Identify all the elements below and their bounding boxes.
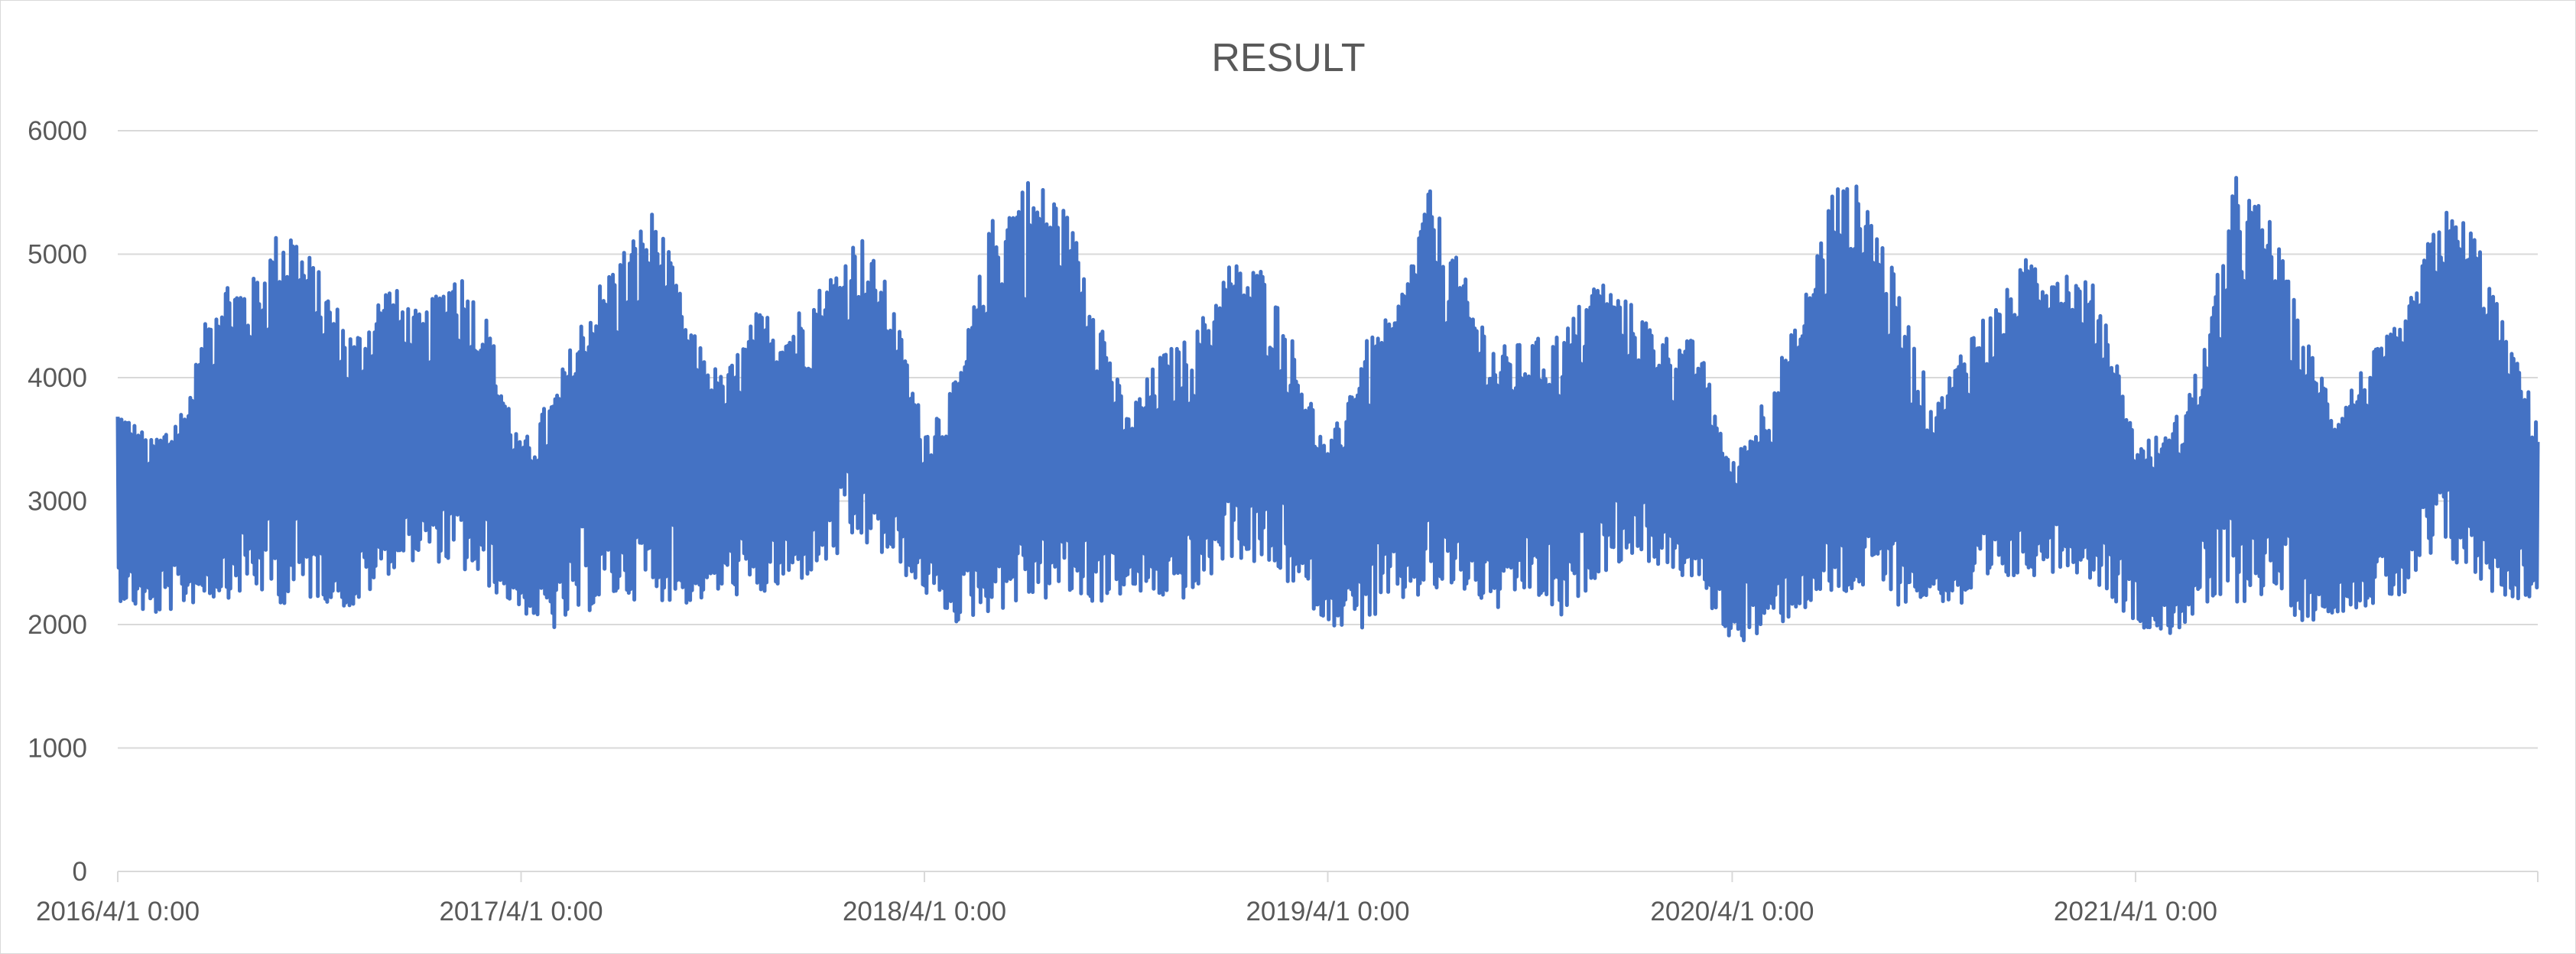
y-tick-label: 6000 [28,116,87,146]
y-tick-label: 2000 [28,610,87,640]
y-axis-labels: 0 1000 2000 3000 4000 5000 6000 [28,116,87,887]
chart-title: RESULT [1211,36,1365,80]
y-tick-label: 5000 [28,240,87,270]
series-line [115,176,2540,643]
x-axis-labels: 2016/4/1 0:00 2017/4/1 0:00 2018/4/1 0:00 2… [36,897,2217,926]
y-tick-label: 1000 [28,734,87,764]
x-tick-label: 2016/4/1 0:00 [36,897,200,926]
x-tick-label: 2021/4/1 0:00 [2054,897,2217,926]
x-tick-label: 2018/4/1 0:00 [843,897,1006,926]
y-tick-label: 4000 [28,363,87,393]
x-tick-label: 2017/4/1 0:00 [439,897,603,926]
y-tick-label: 3000 [28,487,87,517]
series-layer [115,176,2540,643]
x-tick-label: 2020/4/1 0:00 [1650,897,1814,926]
y-tick-label: 0 [73,857,87,887]
x-axis [117,871,2539,882]
x-tick-label: 2019/4/1 0:00 [1246,897,1409,926]
